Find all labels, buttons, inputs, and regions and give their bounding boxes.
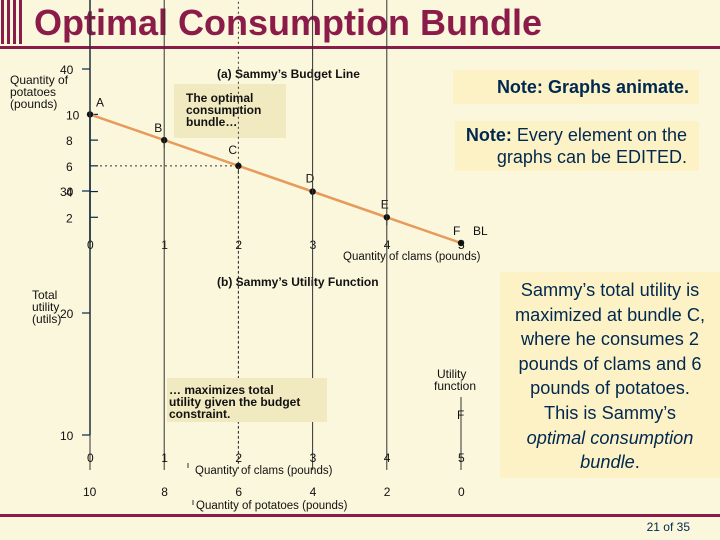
chart-a-budget-line xyxy=(89,113,462,245)
chart-a-annotation-text: bundle… xyxy=(186,115,237,129)
footer-divider xyxy=(0,514,720,517)
chart-b-point-label: F xyxy=(457,408,464,422)
note-animate-text: Graphs animate. xyxy=(547,76,689,97)
chart-a-y-tick-label: 4 xyxy=(66,186,73,200)
title-divider xyxy=(0,46,720,49)
chart-b-annotation-text: utility given the budget xyxy=(169,395,300,409)
chart-b-annotation-text: … maximizes total xyxy=(169,383,274,397)
chart-b-x-tick-clams: 5 xyxy=(458,451,465,465)
summary-line: Sammy’s total utility is xyxy=(520,280,700,300)
page-title: Optimal Consumption Bundle xyxy=(34,2,542,43)
chart-a-ylabel: (pounds) xyxy=(10,97,57,111)
summary-line: pounds of clams and 6 xyxy=(518,353,702,374)
chart-a-y-tick-label: 2 xyxy=(66,211,73,225)
chart-b-x-tick-clams: 1 xyxy=(161,451,168,465)
chart-b-x-tick-potatoes: 6 xyxy=(235,485,242,499)
note-edit: Note: Every element on the graphs can be… xyxy=(455,121,699,171)
summary-line: pounds of potatoes. xyxy=(530,378,690,399)
chart-a-annotation-text: consumption xyxy=(186,103,261,117)
chart-b-x-tick-potatoes: 4 xyxy=(310,485,317,499)
chart-a-y-tick-label: 8 xyxy=(66,134,73,148)
summary-line: maximized at bundle C, xyxy=(514,304,706,325)
summary-box: Sammy’s total utility is maximized at bu… xyxy=(500,272,720,478)
note-edit-text-1: Every element on the xyxy=(516,125,687,145)
summary-line: This is Sammy’s xyxy=(543,402,677,423)
chart-a-x-tick-label: 2 xyxy=(235,238,242,252)
chart-b-y-tick-label: 30 xyxy=(60,185,74,199)
chart-b-y-tick-label: 20 xyxy=(60,307,74,321)
page-of: of xyxy=(663,520,674,534)
chart-a-line-label: BL xyxy=(473,224,488,238)
summary-line: where he consumes 2 xyxy=(521,329,699,350)
chart-b-y-tick-label: 10 xyxy=(60,429,74,443)
chart-a-ylabel: potatoes xyxy=(10,85,56,99)
chart-a-point-label: F xyxy=(453,224,460,238)
note-edit-text-2: graphs can be EDITED. xyxy=(496,147,687,167)
chart-b-x-tick-clams: 3 xyxy=(310,451,317,465)
chart-b-annotation-text: constraint. xyxy=(169,407,230,421)
title-accent-bars xyxy=(0,0,24,44)
summary-italic-1: optimal consumption xyxy=(526,427,694,448)
chart-b-xlabel-clams: Quantity of clams (pounds) xyxy=(195,465,333,477)
chart-a-point-label: A xyxy=(96,95,104,109)
chart-a-y-tick-label: 6 xyxy=(66,160,73,174)
chart-a-ylabel: Quantity of xyxy=(10,73,69,87)
chart-b-ylabel: (utils) xyxy=(32,312,61,326)
note-edit-label: Note: xyxy=(465,125,512,145)
chart-a-annotation-box xyxy=(174,84,286,138)
chart-b-title: (b) Sammy’s Utility Function xyxy=(217,275,379,289)
chart-a-point-label: C xyxy=(228,143,237,157)
chart-a-title: (a) Sammy’s Budget Line xyxy=(217,67,360,81)
chart-a-point-label: B xyxy=(154,121,162,135)
chart-b-curve-label: Utility xyxy=(437,367,466,381)
chart-a-point xyxy=(457,239,465,247)
chart-a-point xyxy=(235,162,242,170)
page-total: 35 xyxy=(676,520,690,534)
chart-b-x-tick-potatoes: 8 xyxy=(161,485,168,499)
note-animate: Note: Graphs animate. xyxy=(453,70,699,104)
chart-b-x-tick-potatoes: 2 xyxy=(384,485,391,499)
chart-b-x-tick-clams: 4 xyxy=(384,451,391,465)
page-current: 21 xyxy=(646,520,660,534)
chart-b-annotation-box xyxy=(167,378,327,422)
page-number: 21 of 35 xyxy=(647,520,690,534)
note-animate-label: Note: xyxy=(496,76,543,97)
chart-b-curve-label: function xyxy=(434,379,476,393)
chart-b-x-tick-potatoes: 10 xyxy=(83,485,97,499)
chart-a-y-tick-label: 10 xyxy=(66,108,80,122)
chart-b-y-tick-label: 40 xyxy=(60,63,74,77)
chart-a-point-label: E xyxy=(381,197,389,211)
chart-a-point-label: D xyxy=(306,172,315,186)
chart-b-ylabel: Total xyxy=(32,288,57,302)
summary-end: . xyxy=(634,452,640,473)
summary-italic-2: bundle xyxy=(580,452,635,473)
chart-a-annotation-text: The optimal xyxy=(186,91,253,105)
chart-b-ylabel: utility xyxy=(32,300,59,314)
chart-a-xlabel: Quantity of clams (pounds) xyxy=(343,251,481,263)
chart-b-x-tick-clams: 0 xyxy=(87,451,94,465)
chart-b-xlabel-potatoes: Quantity of potatoes (pounds) xyxy=(196,500,348,512)
chart-b-x-tick-potatoes: 0 xyxy=(458,485,465,499)
chart-b-x-tick-clams: 2 xyxy=(235,451,242,465)
